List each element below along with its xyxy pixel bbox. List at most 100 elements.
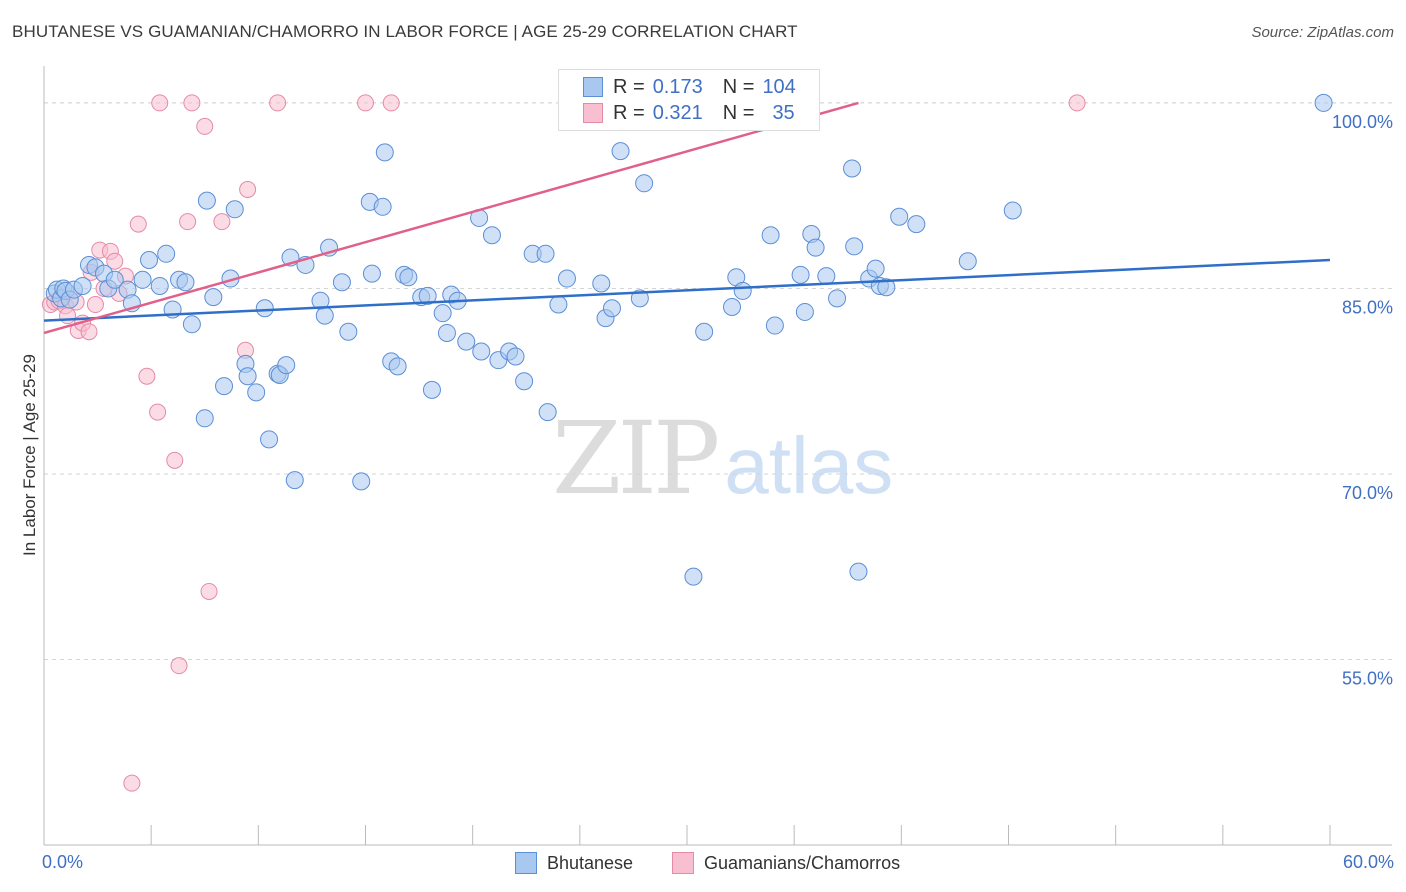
- data-point-guam: [357, 94, 374, 112]
- legend-swatch-bhutanese: [583, 77, 603, 97]
- data-point-bhutanese: [630, 289, 649, 308]
- data-point-bhutanese: [315, 306, 334, 325]
- data-point-bhutanese: [247, 383, 266, 402]
- data-point-bhutanese: [73, 276, 92, 295]
- data-point-guam: [269, 94, 287, 112]
- data-point-bhutanese: [845, 237, 864, 256]
- data-point-bhutanese: [515, 372, 534, 391]
- data-point-guam: [239, 180, 257, 198]
- data-point-guam: [80, 323, 98, 341]
- data-point-bhutanese: [907, 215, 926, 234]
- data-point-bhutanese: [538, 403, 557, 422]
- bhutanese-points: [45, 93, 1333, 586]
- data-point-bhutanese: [765, 316, 784, 335]
- legend-r-value: 0.173: [652, 75, 703, 98]
- data-point-bhutanese: [197, 191, 216, 210]
- data-point-bhutanese: [362, 264, 381, 283]
- data-point-bhutanese: [260, 430, 279, 449]
- data-point-bhutanese: [277, 356, 296, 375]
- data-point-bhutanese: [182, 315, 201, 334]
- bottom-legend-swatch-guam: [672, 852, 694, 874]
- bottom-legend-label: Bhutanese: [547, 852, 634, 873]
- data-point-bhutanese: [828, 289, 847, 308]
- watermark-zip: ZIP: [552, 400, 720, 517]
- data-point-bhutanese: [105, 270, 124, 289]
- data-point-guam: [149, 403, 167, 421]
- data-point-guam: [213, 213, 231, 231]
- data-point-bhutanese: [457, 332, 476, 351]
- data-point-bhutanese: [557, 269, 576, 288]
- data-point-bhutanese: [472, 342, 491, 361]
- bottom-legend-swatch-bhutanese: [515, 852, 537, 874]
- data-point-bhutanese: [843, 159, 862, 178]
- data-point-bhutanese: [140, 250, 159, 269]
- data-point-bhutanese: [1003, 201, 1022, 220]
- data-point-bhutanese: [866, 259, 885, 278]
- data-point-bhutanese: [877, 278, 896, 297]
- data-point-guam: [106, 252, 124, 270]
- legend-n-label: N =: [722, 101, 755, 124]
- data-point-bhutanese: [602, 299, 621, 318]
- y-tick-label: 100.0%: [1332, 112, 1393, 132]
- legend-n-value: 35: [772, 101, 795, 124]
- legend-swatch-guam: [583, 103, 603, 123]
- data-point-bhutanese: [890, 207, 909, 226]
- axes: [43, 66, 1392, 846]
- data-point-bhutanese: [695, 322, 714, 341]
- data-point-bhutanese: [418, 286, 437, 305]
- data-point-bhutanese: [422, 380, 441, 399]
- watermark-atlas: atlas: [724, 421, 894, 510]
- y-tick-label: 85.0%: [1342, 297, 1393, 317]
- data-point-guam: [1068, 94, 1086, 112]
- trend-lines: [43, 101, 1331, 335]
- data-point-bhutanese: [635, 174, 654, 193]
- data-point-guam: [129, 215, 147, 233]
- bottom-legend-bhutanese: Bhutanese: [515, 852, 633, 874]
- bottom-legend-label: Guamanians/Chamorros: [704, 852, 901, 873]
- legend-r-label: R =: [613, 101, 645, 124]
- data-point-bhutanese: [388, 357, 407, 376]
- data-point-bhutanese: [375, 143, 394, 162]
- data-point-bhutanese: [373, 197, 392, 216]
- data-point-bhutanese: [133, 270, 152, 289]
- data-point-bhutanese: [437, 323, 456, 342]
- data-point-bhutanese: [238, 367, 257, 386]
- data-point-guam: [170, 657, 188, 675]
- data-point-guam: [138, 367, 156, 385]
- data-point-guam: [196, 117, 214, 135]
- data-point-bhutanese: [433, 304, 452, 323]
- data-point-bhutanese: [795, 302, 814, 321]
- y-tick-label: 55.0%: [1342, 668, 1393, 688]
- data-point-bhutanese: [536, 244, 555, 263]
- data-point-guam: [86, 296, 104, 314]
- data-point-bhutanese: [339, 322, 358, 341]
- data-point-guam: [151, 94, 169, 112]
- data-point-guam: [200, 582, 218, 600]
- data-point-bhutanese: [817, 267, 836, 286]
- legend-row-guam: R = 0.321 N = 35: [583, 101, 795, 125]
- data-point-bhutanese: [157, 244, 176, 263]
- legend-r-value: 0.321: [652, 101, 703, 124]
- data-point-bhutanese: [611, 142, 630, 161]
- data-point-bhutanese: [684, 567, 703, 586]
- source-label: Source: ZipAtlas.com: [1251, 24, 1394, 41]
- data-point-guam: [123, 774, 141, 792]
- data-point-bhutanese: [806, 238, 825, 257]
- data-point-bhutanese: [958, 252, 977, 271]
- data-point-bhutanese: [255, 299, 274, 318]
- data-point-bhutanese: [506, 347, 525, 366]
- trend-line-guam: [43, 101, 859, 335]
- legend-r-label: R =: [613, 75, 645, 98]
- data-point-bhutanese: [482, 226, 501, 245]
- data-point-bhutanese: [849, 562, 868, 581]
- data-point-bhutanese: [791, 265, 810, 284]
- bottom-legend-guam: Guamanians/Chamorros: [672, 852, 900, 874]
- data-point-bhutanese: [332, 273, 351, 292]
- legend: R = 0.173 N = 104 R = 0.321 N = 35: [558, 69, 820, 131]
- data-point-guam: [166, 451, 184, 469]
- data-point-bhutanese: [1314, 93, 1333, 112]
- data-point-bhutanese: [352, 472, 371, 491]
- data-point-bhutanese: [761, 226, 780, 245]
- x-tick-label-max: 60.0%: [1342, 852, 1394, 872]
- data-point-guam: [179, 213, 197, 231]
